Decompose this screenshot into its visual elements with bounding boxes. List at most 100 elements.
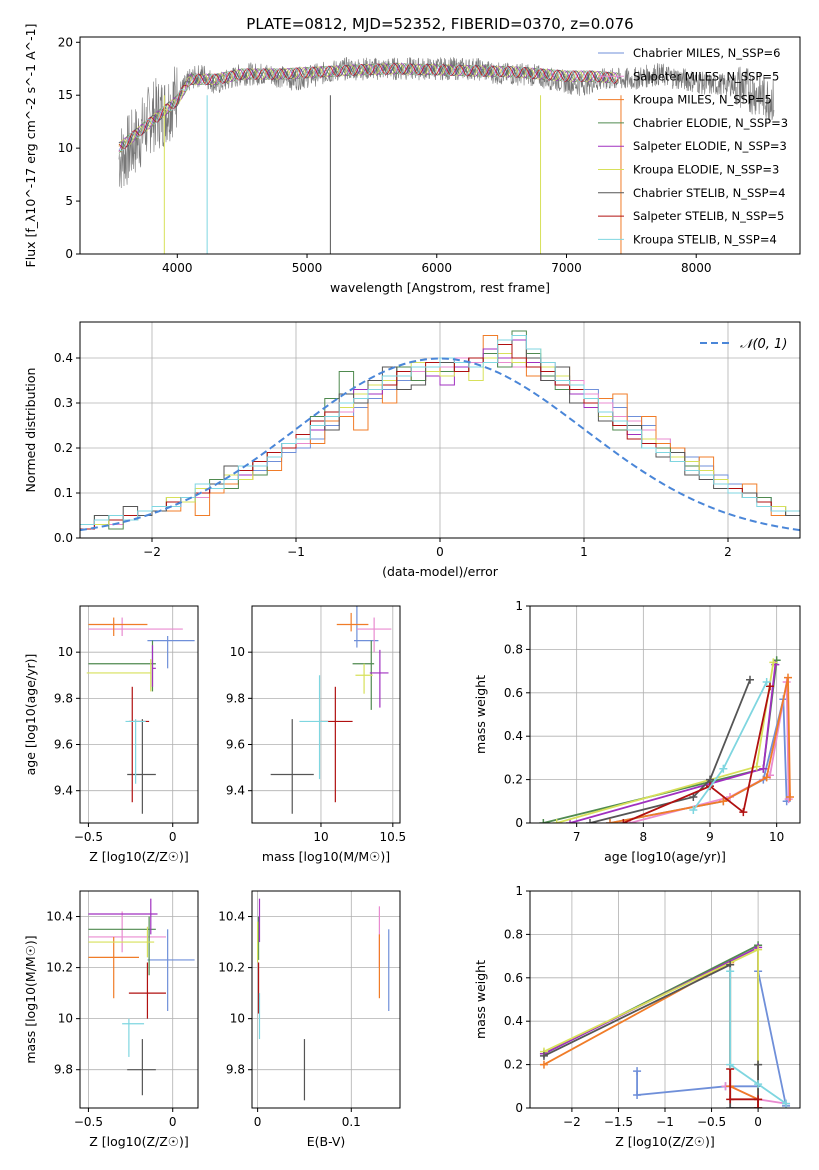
y-tick-label: 0.4 [504, 1014, 523, 1028]
plus-marker [633, 1090, 642, 1099]
plus-marker [689, 792, 698, 801]
y-tick-label: 9.4 [54, 784, 73, 798]
model-line-3 [118, 63, 619, 154]
plus-marker [762, 677, 771, 686]
plus-marker [752, 762, 761, 771]
legend: 𝒩(0, 1) [700, 337, 787, 352]
x-tick-label: 9 [706, 830, 714, 844]
y-tick-label: 9.6 [54, 738, 73, 752]
y-tick-label: 10 [58, 645, 73, 659]
y-tick-label: 0.6 [504, 686, 523, 700]
y-tick-label: 10 [230, 1012, 245, 1026]
plus-marker [552, 819, 561, 823]
x-tick-label: 0.1 [342, 1115, 361, 1129]
plot-area [86, 617, 195, 814]
y-tick-label: 15 [58, 88, 73, 102]
panel-3: 10 10.5 9.4 9.6 9.8 10 mass [log10(M/M☉)] [226, 605, 406, 864]
plus-marker [726, 1060, 735, 1069]
y-tick-label: 0.2 [504, 1058, 523, 1072]
model-line-6 [118, 63, 619, 148]
y-axis-label: Normed distribution [23, 368, 38, 493]
y-tick-label: 10 [230, 645, 245, 659]
plus-marker [719, 797, 728, 806]
panel-5: −0.5 0 9.8 10 10.2 10.4 Z [log10(Z/Z☉)] mass [l… [23, 890, 199, 1149]
legend-label: Chabrier MILES, N_SSP=6 [633, 46, 780, 60]
y-tick-label: 9.8 [54, 691, 73, 705]
plot-area [88, 898, 195, 1096]
y-axis-label: age [log10(age/yr)] [23, 654, 38, 776]
legend-label: Kroupa ELODIE, N_SSP=3 [633, 163, 779, 177]
plot-area [539, 656, 794, 823]
x-tick-label: 0 [754, 1115, 762, 1129]
plus-marker [633, 1067, 642, 1076]
plot-area [539, 941, 791, 1108]
legend-label: Salpeter MILES, N_SSP=5 [633, 69, 779, 83]
histogram-step [80, 335, 800, 538]
legend-label: Chabrier STELIB, N_SSP=4 [633, 186, 785, 200]
x-axis-label: (data-model)/error [382, 564, 499, 579]
histogram-step [80, 353, 800, 538]
x-tick-label: 10.5 [379, 830, 406, 844]
weight-line [589, 679, 751, 823]
y-tick-label: 0.8 [504, 927, 523, 941]
y-tick-label: 9.8 [226, 1063, 245, 1077]
y-tick-label: 0.3 [54, 396, 73, 410]
legend-label: Salpeter ELODIE, N_SSP=3 [633, 139, 787, 153]
panels: Chabrier MILES, N_SSP=6 Salpeter MILES, N… [23, 24, 801, 1149]
plus-marker [539, 819, 548, 823]
plus-marker [539, 1060, 548, 1069]
histogram-step [80, 344, 800, 538]
axes-frame [79, 605, 199, 824]
x-tick-label: 8000 [681, 261, 712, 275]
y-tick-label: 5 [65, 194, 73, 208]
plot-area [80, 330, 800, 538]
plus-marker [754, 945, 763, 954]
plus-marker [762, 773, 771, 782]
weight-line [622, 686, 771, 823]
weight-line [543, 963, 760, 1108]
figure-title: PLATE=0812, MJD=52352, FIBERID=0370, z=0… [246, 15, 633, 33]
y-axis-label: mass weight [473, 960, 488, 1039]
y-tick-label: 9.8 [54, 1063, 73, 1077]
y-tick-label: 0.2 [504, 773, 523, 787]
x-tick-label: −0.5 [74, 1115, 103, 1129]
panel-6: 0 0.1 9.8 10 10.2 10.4 E(B-V) [218, 890, 401, 1149]
y-tick-label: 0.2 [54, 441, 73, 455]
x-tick-label: −2 [563, 1115, 581, 1129]
weight-line [569, 664, 777, 823]
axes-frame [251, 605, 401, 824]
plus-marker [586, 819, 594, 823]
y-tick-label: 20 [58, 35, 73, 49]
histogram-step [80, 348, 800, 538]
x-tick-label: −0.5 [697, 1115, 726, 1129]
x-tick-label: −1.5 [604, 1115, 633, 1129]
legend-label: Salpeter STELIB, N_SSP=5 [633, 209, 784, 223]
y-tick-label: 10.2 [218, 961, 245, 975]
x-axis-label: Z [log10(Z/Z☉)] [89, 849, 189, 864]
y-axis-label: mass [log10(M/M☉)] [23, 935, 38, 1063]
plus-marker [689, 805, 698, 814]
x-tick-label: −0.5 [74, 830, 103, 844]
legend: Chabrier MILES, N_SSP=6 Salpeter MILES, N… [598, 46, 788, 246]
axes-frame [79, 36, 801, 255]
axes-frame [79, 890, 199, 1109]
x-tick-label: 7000 [551, 261, 582, 275]
weight-line [556, 662, 775, 823]
x-axis-label: mass [log10(M/M☉)] [262, 849, 390, 864]
y-tick-label: 9.8 [226, 691, 245, 705]
legend-label: Kroupa STELIB, N_SSP=4 [633, 232, 777, 246]
x-tick-label: 7 [573, 830, 581, 844]
x-tick-label: 6000 [421, 261, 452, 275]
plus-marker [719, 764, 728, 773]
panel-1: 𝒩(0, 1) −2 −1 0 1 2 0.0 0.1 0.2 0.3 0.4 (data-model… [23, 321, 801, 579]
plus-marker [726, 1095, 735, 1104]
panel-4: 7 8 9 10 0 0.2 0.4 0.6 0.8 1 age [log10(age/yr)] ma… [473, 599, 801, 864]
model-line-8 [118, 63, 619, 152]
weight-line [729, 1068, 760, 1108]
plus-marker [539, 1051, 548, 1060]
plot-area [118, 57, 775, 254]
panel-2: −0.5 0 9.4 9.6 9.8 10 Z [log10(Z/Z☉)] age [log1… [23, 605, 199, 864]
y-axis-label: mass weight [473, 675, 488, 754]
x-tick-label: 0 [436, 545, 444, 559]
